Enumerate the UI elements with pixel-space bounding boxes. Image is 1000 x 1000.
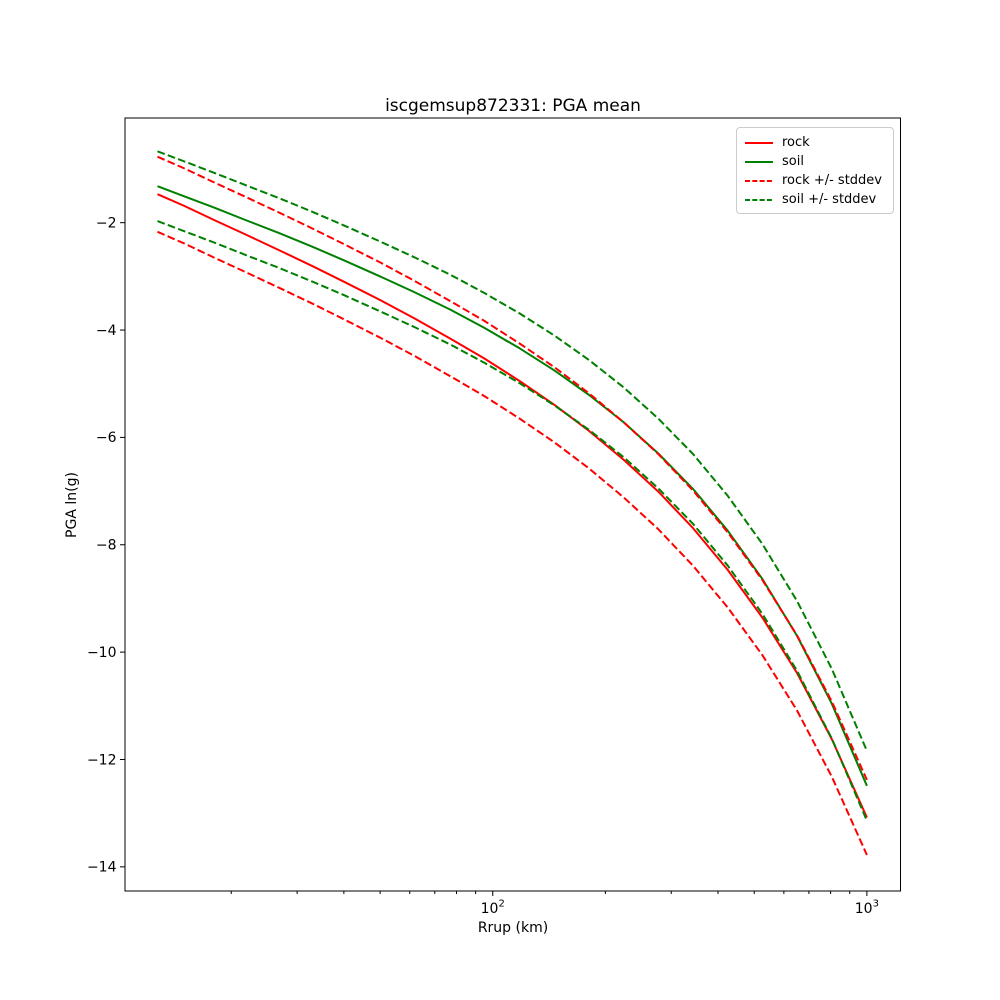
chart-title: iscgemsup872331: PGA mean	[385, 96, 641, 116]
axes-background	[125, 118, 901, 891]
legend-item-soil: soil	[744, 152, 886, 171]
y-axis-label: PGA ln(g)	[64, 472, 80, 538]
curve-soil-minus-stddev	[157, 220, 868, 822]
legend-line-rock-stddev	[745, 179, 773, 182]
legend-item-rock: rock	[744, 133, 886, 152]
curve-soil-plus-stddev	[157, 150, 868, 752]
axes-spines	[124, 117, 901, 892]
curve-rock-minus-stddev	[157, 230, 868, 856]
legend-line-rock	[745, 141, 773, 144]
y-tick-label: −10	[87, 645, 117, 661]
y-tick-label: −4	[96, 323, 117, 339]
y-tick-label: −6	[96, 430, 117, 446]
x-tick-label: 103	[855, 899, 879, 918]
curve-rock-plus-stddev	[157, 155, 868, 781]
legend-item-soil-stddev: soil +/- stddev	[744, 190, 886, 209]
legend-label-soil-stddev: soil +/- stddev	[782, 192, 877, 207]
x-tick-label: 102	[481, 899, 505, 918]
legend-line-soil	[745, 160, 773, 163]
y-tick-label: −8	[96, 538, 117, 554]
curve-rock-mean	[157, 193, 868, 818]
legend-label-rock-stddev: rock +/- stddev	[782, 173, 882, 188]
y-tick-label: −14	[87, 860, 117, 876]
y-tick-label: −12	[87, 752, 117, 768]
legend-item-rock-stddev: rock +/- stddev	[744, 171, 886, 190]
x-axis-label: Rrup (km)	[477, 920, 549, 936]
legend-label-soil: soil	[782, 154, 804, 169]
y-tick-label: −2	[96, 215, 117, 231]
legend: rock soil rock +/- stddev soil +/- stdde…	[736, 127, 894, 214]
legend-label-rock: rock	[782, 135, 810, 150]
legend-line-soil-stddev	[745, 198, 773, 201]
